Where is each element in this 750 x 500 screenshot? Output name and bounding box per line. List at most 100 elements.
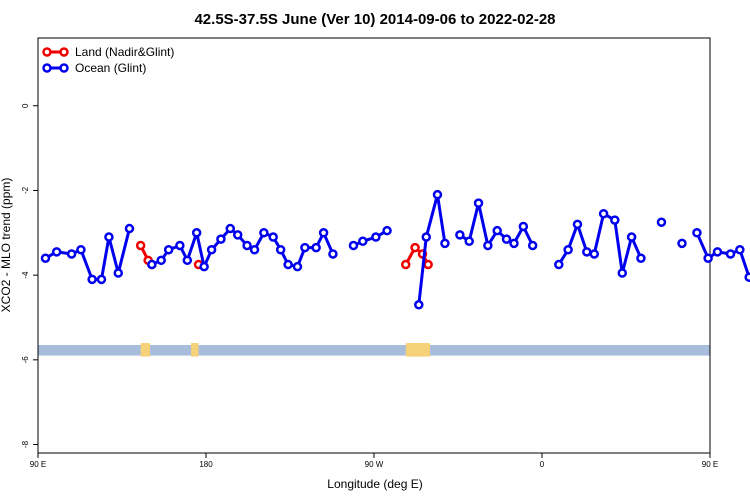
data-point [744,272,750,283]
data-point [225,223,236,234]
data-point [163,244,174,255]
data-point [66,249,77,259]
data-point [259,228,269,238]
y-tick-label: -4 [21,271,30,279]
series-line [417,193,447,305]
legend: Land (Nadir&Glint) Ocean (Glint) [42,45,174,75]
data-point [492,225,502,236]
series-line [404,246,430,266]
data-point [283,259,293,270]
data-point [311,242,321,253]
plot-area: 0 -2 -4 -6 -8 90 E 180 90 W 0 90 E [21,37,750,469]
data-point [735,244,745,255]
data-point [76,244,86,255]
data-point [232,230,243,240]
data-point [636,253,646,263]
data-point [423,259,433,270]
series-line [695,232,750,279]
y-tick-label: -2 [21,186,30,194]
data-point [175,240,185,251]
data-point [371,232,381,242]
legend-label: Land (Nadir&Glint) [75,45,174,59]
data-point [182,255,193,266]
data-point [199,261,209,272]
land-band [191,343,199,357]
x-tick-label: 90 E [702,460,718,469]
data-point [527,240,538,251]
data-point [104,232,114,242]
data-point [677,238,687,249]
data-point [206,244,217,255]
data-point [501,234,512,244]
legend-marker [59,63,69,73]
data-point [656,217,667,227]
y-axis-label: XCO2 - MLO trend (ppm) [0,178,13,313]
data-point [87,274,97,285]
data-point [582,247,592,257]
series-line [557,212,643,275]
series-line [352,229,388,247]
x-tick-label: 90 E [30,460,46,469]
data-point [40,253,51,263]
x-axis-label: Longitude (deg E) [327,477,422,491]
chart-title: 42.5S-37.5S June (Ver 10) 2014-09-06 to … [194,11,555,28]
legend-label: Ocean (Glint) [75,61,146,75]
data-point [414,300,424,310]
land-band [140,343,150,357]
legend-marker [42,47,52,57]
y-tick-label: -8 [21,440,30,448]
data-point [725,249,736,259]
data-point [464,236,474,247]
data-point [563,244,573,255]
data-point [382,225,392,236]
data-point [518,221,529,232]
data-point [617,268,628,278]
series-line [151,227,335,269]
data-point [318,228,329,238]
data-point [440,238,450,249]
y-tick-label: 0 [21,103,30,108]
data-point [610,215,620,225]
data-point [124,223,135,234]
data-point [328,249,338,259]
data-point [113,268,124,278]
data-point [216,234,226,244]
ocean-band [38,345,710,356]
data-point [712,247,723,257]
data-point [275,244,286,255]
data-point [348,240,359,251]
legend-marker [59,47,69,57]
y-tick-label: -6 [21,356,30,364]
land-band [405,343,430,357]
legend-marker [42,63,52,73]
x-tick-label: 0 [540,460,545,469]
series-ocean [40,189,750,310]
data-point [572,219,583,230]
data-point [51,247,62,257]
data-point [589,249,600,259]
data-point [421,232,432,242]
data-point [432,189,443,200]
data-point [455,230,465,240]
data-point [300,242,310,253]
data-point [400,259,411,270]
data-point [358,236,368,247]
data-point [135,240,146,251]
data-point [410,242,420,253]
x-tick-label: 180 [199,460,213,469]
data-point [692,228,702,238]
data-point [242,240,252,251]
data-point [268,232,278,242]
data-point [509,238,519,249]
data-point [626,232,637,242]
data-point [703,253,713,263]
data-point [598,208,609,219]
x-tick-label: 90 W [365,460,384,469]
data-point [147,259,157,270]
data-point [156,255,166,266]
data-point [191,228,202,238]
data-point [554,259,564,270]
data-point [249,244,260,255]
data-point [473,198,484,208]
